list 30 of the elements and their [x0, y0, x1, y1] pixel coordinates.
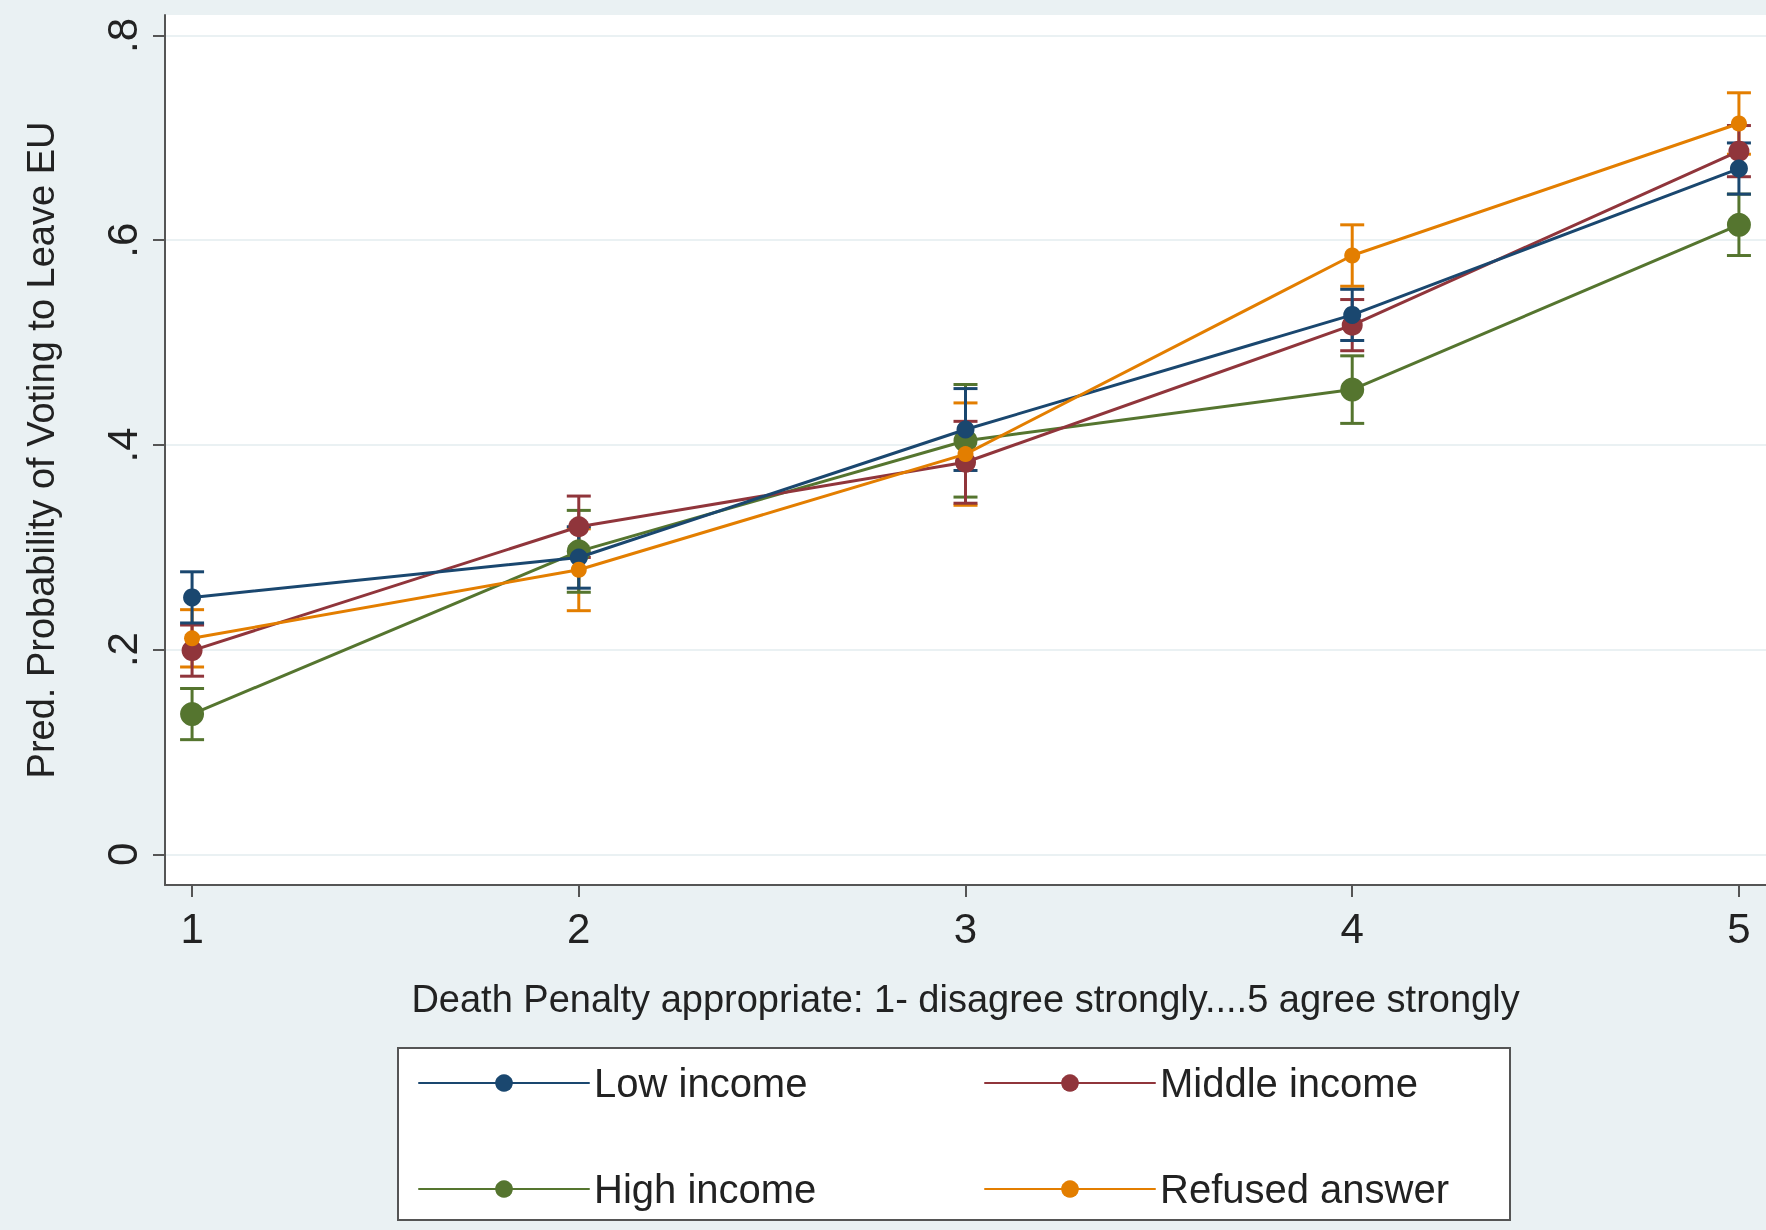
x-axis-title: Death Penalty appropriate: 1- disagree strongly....5 agree strongly — [411, 978, 1520, 1020]
point — [180, 702, 205, 727]
point — [184, 630, 201, 647]
y-tick-label: 0 — [98, 842, 146, 866]
point — [1730, 115, 1747, 132]
point — [956, 420, 975, 439]
legend-label: High income — [594, 1167, 817, 1211]
y-tick-label: .2 — [98, 632, 146, 668]
x-tick-label: 2 — [567, 904, 591, 952]
point — [1343, 305, 1362, 324]
point — [1729, 159, 1748, 178]
x-tick-label: 5 — [1727, 904, 1751, 952]
x-tick-label: 3 — [953, 904, 978, 952]
point — [957, 446, 974, 463]
point — [183, 588, 202, 607]
y-axis-title: Pred. Probability of Voting to Leave EU — [20, 121, 62, 779]
point — [1726, 212, 1751, 237]
legend-label: Middle income — [1160, 1061, 1418, 1105]
point — [1344, 247, 1361, 264]
point — [1728, 140, 1750, 162]
point — [568, 516, 590, 538]
point — [570, 561, 587, 578]
x-tick-label: 1 — [180, 904, 204, 952]
point — [1340, 377, 1365, 402]
legend-label: Refused answer — [1160, 1167, 1450, 1211]
y-tick-label: .6 — [98, 222, 146, 258]
y-tick-label: .8 — [98, 17, 146, 53]
legend-label: Low income — [594, 1061, 808, 1105]
y-tick-label: .4 — [98, 427, 146, 463]
x-tick-label: 4 — [1340, 904, 1364, 952]
